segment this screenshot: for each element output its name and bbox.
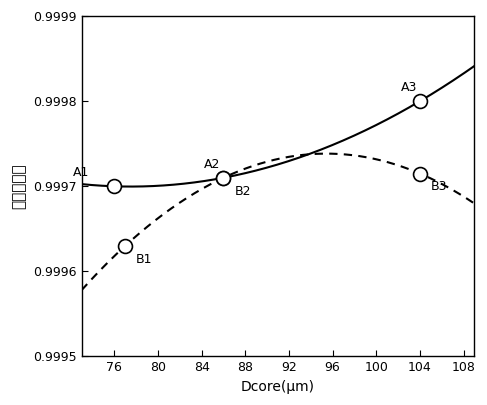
Text: A3: A3 [401, 81, 417, 94]
Text: B2: B2 [234, 185, 251, 198]
Y-axis label: 有效折射率: 有效折射率 [11, 164, 26, 209]
X-axis label: Dcore(μm): Dcore(μm) [241, 380, 315, 394]
Text: A2: A2 [205, 158, 221, 171]
Text: B3: B3 [431, 180, 447, 193]
Text: B1: B1 [136, 253, 152, 266]
Text: A1: A1 [74, 166, 90, 179]
